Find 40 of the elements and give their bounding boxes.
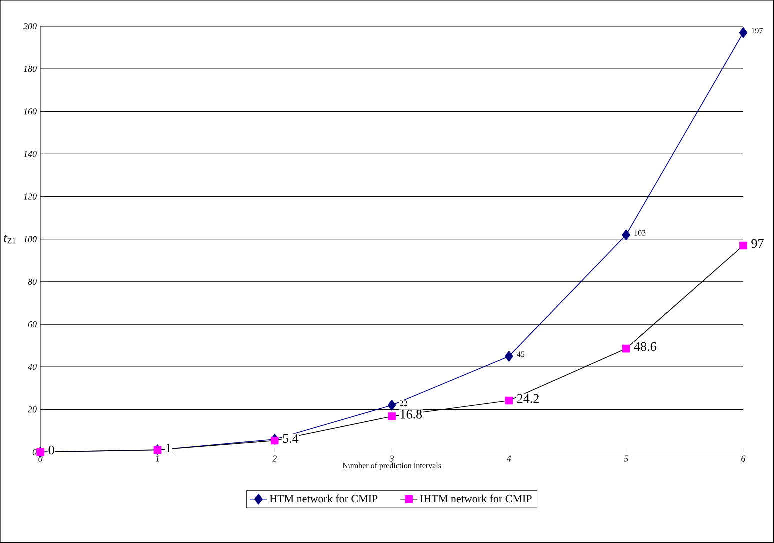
data-label: 16.8: [400, 410, 422, 419]
data-label: 1: [166, 444, 172, 452]
data-label: 102: [634, 230, 646, 236]
data-label: 48.6: [634, 342, 656, 352]
point: [622, 344, 630, 353]
y-tick-label: 80: [28, 278, 37, 285]
y-tick-label: 60: [28, 321, 37, 328]
legend-label: HTM network for CMIP: [270, 494, 378, 503]
x-tick-label: 5: [624, 456, 628, 462]
x-tick-label: 1: [156, 456, 160, 462]
point: [505, 351, 514, 362]
y-tick-label: 40: [28, 364, 37, 370]
y-tick-label: 160: [24, 108, 37, 115]
point: [622, 230, 630, 241]
point: [739, 27, 748, 38]
x-tick-label: 3: [390, 456, 394, 462]
x-tick-label: 6: [742, 456, 746, 462]
x-tick-label: 4: [506, 456, 512, 462]
y-tick-label: 140: [24, 151, 37, 158]
x-axis-title: Number of prediction intervals: [342, 462, 442, 470]
data-label: 22: [400, 400, 408, 406]
y-tick-label: 180: [24, 66, 37, 72]
point: [270, 436, 279, 445]
y-tick-label: 100: [24, 236, 37, 242]
data-label: 197: [752, 28, 763, 34]
y-tick-label: 120: [24, 194, 37, 200]
y-axis-title: t$_{Z1}$: [4, 235, 16, 244]
data-label: 0: [48, 446, 54, 455]
point: [388, 412, 396, 420]
y-tick-label: 200: [24, 23, 37, 30]
data-label: 24.2: [517, 394, 539, 404]
data-label: 5.4: [283, 434, 299, 444]
legend-label: IHTM network for CMIP: [420, 494, 532, 503]
data-label: 45: [517, 352, 525, 358]
point: [388, 400, 396, 411]
x-tick-label: 2: [272, 456, 277, 462]
point: [505, 396, 514, 405]
point: [740, 242, 748, 250]
data-label: 97: [752, 239, 764, 248]
y-tick-label: 20: [28, 406, 37, 413]
